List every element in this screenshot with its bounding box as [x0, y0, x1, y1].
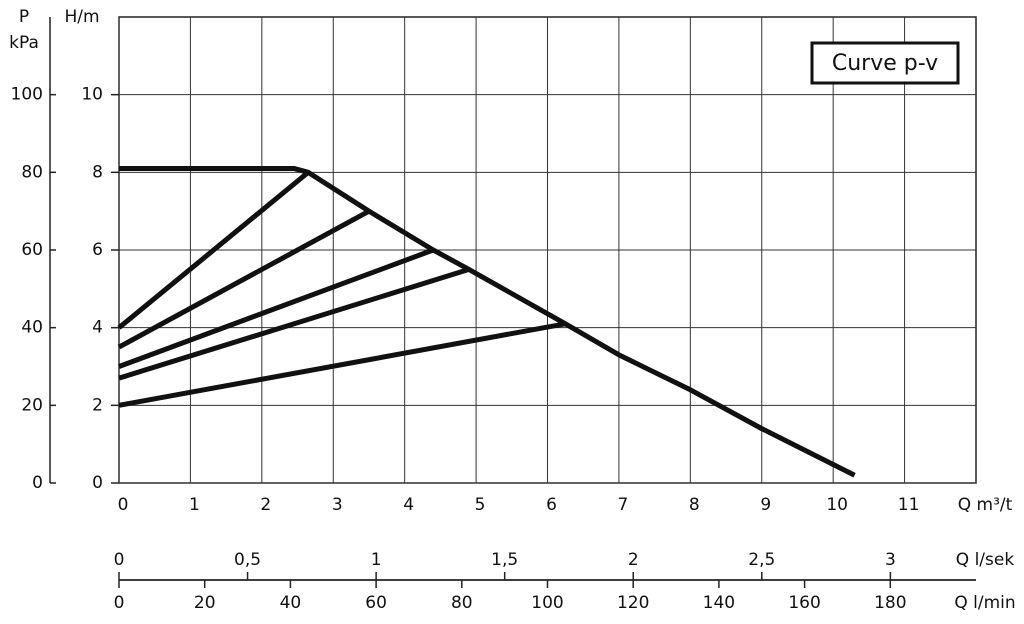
y-tick-label: 6 [92, 240, 103, 260]
x-tick-label: 8 [689, 495, 700, 515]
x2-tick-label: 0,5 [234, 550, 261, 570]
y-tick-label: 4 [92, 318, 103, 338]
x3-tick-label: 120 [617, 593, 649, 613]
x3-tick-label: 60 [365, 593, 387, 613]
y2-tick-label: 40 [21, 318, 43, 338]
x3-tick-label: 160 [788, 593, 820, 613]
x-tick-label: 1 [189, 495, 200, 515]
annotation: Curve p-v [832, 51, 938, 76]
curve [118, 247, 435, 369]
x2-tick-label: 3 [885, 550, 896, 570]
x-tick-label: 3 [332, 495, 343, 515]
y2-tick-label: 20 [21, 395, 43, 415]
y2-tick-label: 100 [11, 85, 43, 105]
x-tick-label: 7 [618, 495, 629, 515]
annotation-box [810, 41, 960, 85]
x2-tick-label: 0 [114, 550, 125, 570]
curve [117, 170, 310, 330]
x2-tick-label: 1 [371, 550, 382, 570]
x3-tick-label: 180 [874, 593, 906, 613]
y2-tick-label: 0 [32, 473, 43, 493]
x-tick-label: 2 [260, 495, 271, 515]
x3-axis-label: Q l/min [954, 593, 1015, 613]
y-tick-label: 2 [92, 395, 103, 415]
x-tick-label: 5 [475, 495, 486, 515]
x2-tick-label: 1,5 [491, 550, 518, 570]
curve [118, 267, 470, 381]
x3-tick-label: 40 [280, 593, 302, 613]
y-tick-label: 8 [92, 162, 103, 182]
x3-tick-label: 100 [531, 593, 563, 613]
y2-tick-label: 80 [21, 162, 43, 182]
x-tick-label: 6 [546, 495, 557, 515]
curve [118, 321, 566, 408]
y-tick-label: 10 [81, 85, 103, 105]
x-tick-label: 4 [403, 495, 414, 515]
x-tick-label: 9 [760, 495, 771, 515]
x-axis-label: Q m³/t [958, 495, 1013, 515]
x3-tick-label: 20 [194, 593, 216, 613]
x-tick-label: 0 [118, 495, 129, 515]
x2-tick-label: 2,5 [748, 550, 775, 570]
curve [117, 208, 371, 350]
x3-tick-label: 80 [451, 593, 473, 613]
x-tick-label: 11 [898, 495, 920, 515]
y-axis-label: H/m [64, 7, 99, 27]
x-tick-label: 10 [826, 495, 848, 515]
curve [119, 165, 856, 478]
x3-tick-label: 140 [703, 593, 735, 613]
y2-axis-label: P [19, 7, 29, 27]
x3-tick-label: 0 [114, 593, 125, 613]
x2-axis-label: Q l/sek [956, 550, 1015, 570]
y2-axis-unit: kPa [9, 33, 39, 53]
x2-tick-label: 2 [628, 550, 639, 570]
y2-tick-label: 60 [21, 240, 43, 260]
y-tick-label: 0 [92, 473, 103, 493]
